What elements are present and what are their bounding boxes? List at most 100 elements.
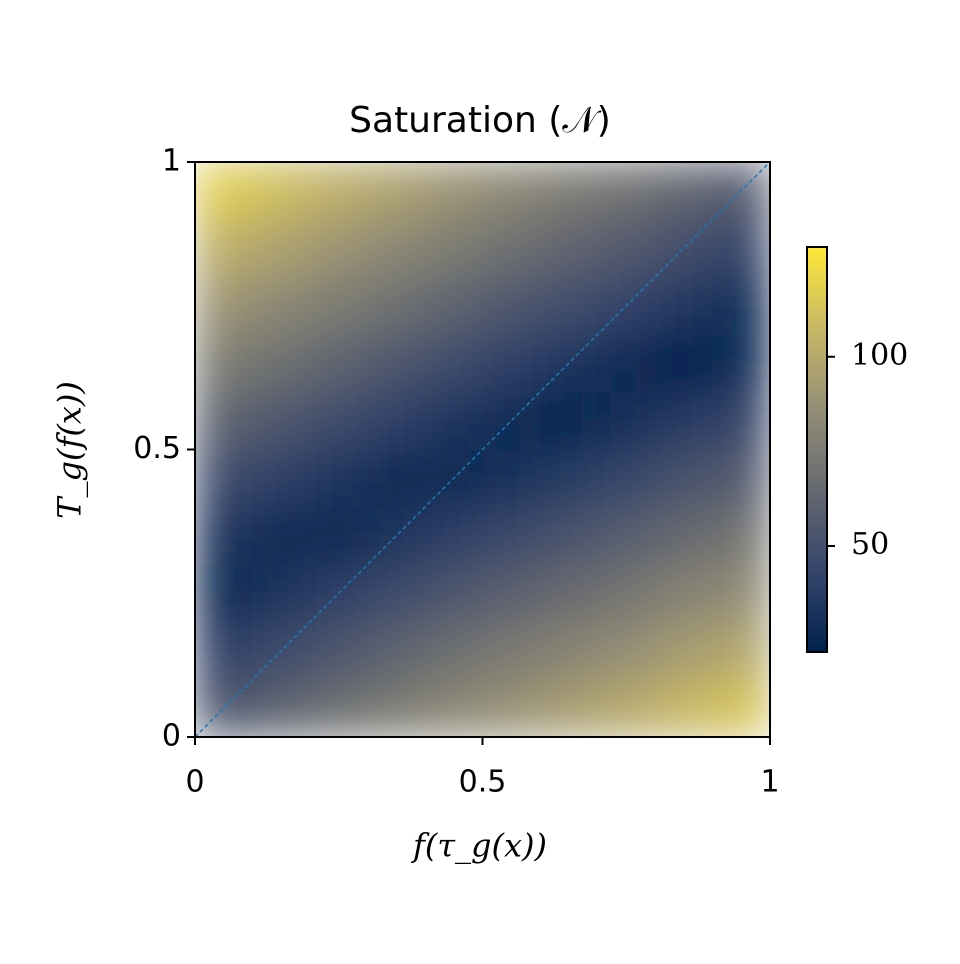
colorbar xyxy=(806,246,828,653)
heatmap-cell xyxy=(482,506,541,565)
heatmap-cell xyxy=(309,679,368,737)
heatmap-cell xyxy=(424,621,483,680)
chart-title: Saturation (𝒩) xyxy=(349,100,611,141)
heatmap-cell xyxy=(597,334,656,393)
heatmap-cell xyxy=(654,162,713,220)
heatmap-cell xyxy=(367,391,426,450)
heatmap-cell xyxy=(252,276,311,335)
heatmap-cell xyxy=(309,449,368,508)
heatmap-cell xyxy=(654,564,713,623)
heatmap-cell xyxy=(424,679,483,737)
heatmap-cell xyxy=(539,276,598,335)
heatmap-cell xyxy=(424,506,483,565)
heatmap-cell xyxy=(482,276,541,335)
heatmap-cell xyxy=(424,334,483,393)
heatmap-cell xyxy=(482,219,541,278)
colorbar-tick-label: 100 xyxy=(851,338,908,373)
heatmap-cell xyxy=(539,564,598,623)
x-tick-label: 0 xyxy=(185,765,204,800)
heatmap-cell xyxy=(195,449,253,508)
heatmap-cell xyxy=(539,679,598,737)
heatmap-cell xyxy=(252,506,311,565)
heatmap-cell xyxy=(195,564,253,623)
heatmap-cell xyxy=(597,679,656,737)
heatmap-cell xyxy=(309,506,368,565)
heatmap-cell xyxy=(654,334,713,393)
heatmap-cell xyxy=(195,334,253,393)
diagonal-line xyxy=(195,162,770,737)
heatmap-cell xyxy=(597,621,656,680)
heatmap-cell xyxy=(597,162,656,220)
heatmap-cell xyxy=(424,391,483,450)
heatmap-cell xyxy=(654,621,713,680)
heatmap-cell xyxy=(539,391,598,450)
heatmap-cell xyxy=(367,621,426,680)
y-tick-label: 0 xyxy=(162,719,181,754)
heatmap-cell xyxy=(597,564,656,623)
heatmap-cell xyxy=(482,621,541,680)
heatmap-cell xyxy=(482,564,541,623)
heatmap-cell xyxy=(654,391,713,450)
heatmap-cell xyxy=(424,276,483,335)
heatmap-cell xyxy=(309,391,368,450)
heatmap-cell xyxy=(309,334,368,393)
heatmap-cell xyxy=(597,391,656,450)
heatmap-cell xyxy=(252,334,311,393)
heatmap-cell xyxy=(539,449,598,508)
heatmap-cell xyxy=(482,449,541,508)
heatmap-cell xyxy=(654,449,713,508)
y-tick-label: 0.5 xyxy=(133,431,181,466)
heatmap-cell xyxy=(482,679,541,737)
heatmap-cell xyxy=(367,276,426,335)
heatmap-cell xyxy=(712,564,770,623)
heatmap-cell xyxy=(367,564,426,623)
heatmap-cell xyxy=(424,564,483,623)
heatmap-cell xyxy=(712,276,770,335)
heatmap-cell xyxy=(309,276,368,335)
heatmap xyxy=(195,162,770,737)
heatmap-cell xyxy=(712,679,770,737)
heatmap-cell xyxy=(367,449,426,508)
heatmap-cell xyxy=(597,219,656,278)
heatmap-cell xyxy=(654,506,713,565)
heatmap-cell xyxy=(482,391,541,450)
heatmap-cell xyxy=(309,162,368,220)
heatmap-cell xyxy=(424,219,483,278)
heatmap-cell xyxy=(539,162,598,220)
heatmap-cell xyxy=(654,679,713,737)
heatmap-cell xyxy=(195,162,253,220)
heatmap-cell xyxy=(367,506,426,565)
heatmap-cell xyxy=(482,334,541,393)
heatmap-cell xyxy=(712,449,770,508)
heatmap-cell xyxy=(195,679,253,737)
x-tick-label: 0.5 xyxy=(459,765,507,800)
plot-area xyxy=(195,162,770,737)
heatmap-cell xyxy=(252,449,311,508)
heatmap-cell xyxy=(424,162,483,220)
heatmap-cell xyxy=(309,219,368,278)
heatmap-cell xyxy=(712,621,770,680)
heatmap-cell xyxy=(654,276,713,335)
heatmap-cell xyxy=(367,219,426,278)
heatmap-cell xyxy=(712,219,770,278)
heatmap-cell xyxy=(367,162,426,220)
heatmap-cell xyxy=(539,219,598,278)
heatmap-cell xyxy=(195,621,253,680)
heatmap-cell xyxy=(712,506,770,565)
x-axis-label: f(τ_g(x)) xyxy=(411,827,547,865)
heatmap-cell xyxy=(654,219,713,278)
heatmap-cell xyxy=(252,162,311,220)
heatmap-cell xyxy=(252,679,311,737)
heatmap-cell xyxy=(712,391,770,450)
heatmap-cell xyxy=(252,219,311,278)
heatmap-cell xyxy=(195,219,253,278)
heatmap-cell xyxy=(539,621,598,680)
heatmap-cell xyxy=(195,506,253,565)
colorbar-tick-label: 50 xyxy=(851,527,889,562)
heatmap-cell xyxy=(367,334,426,393)
heatmap-cell xyxy=(367,679,426,737)
heatmap-cell xyxy=(252,564,311,623)
heatmap-cell xyxy=(482,162,541,220)
heatmap-cell xyxy=(539,506,598,565)
